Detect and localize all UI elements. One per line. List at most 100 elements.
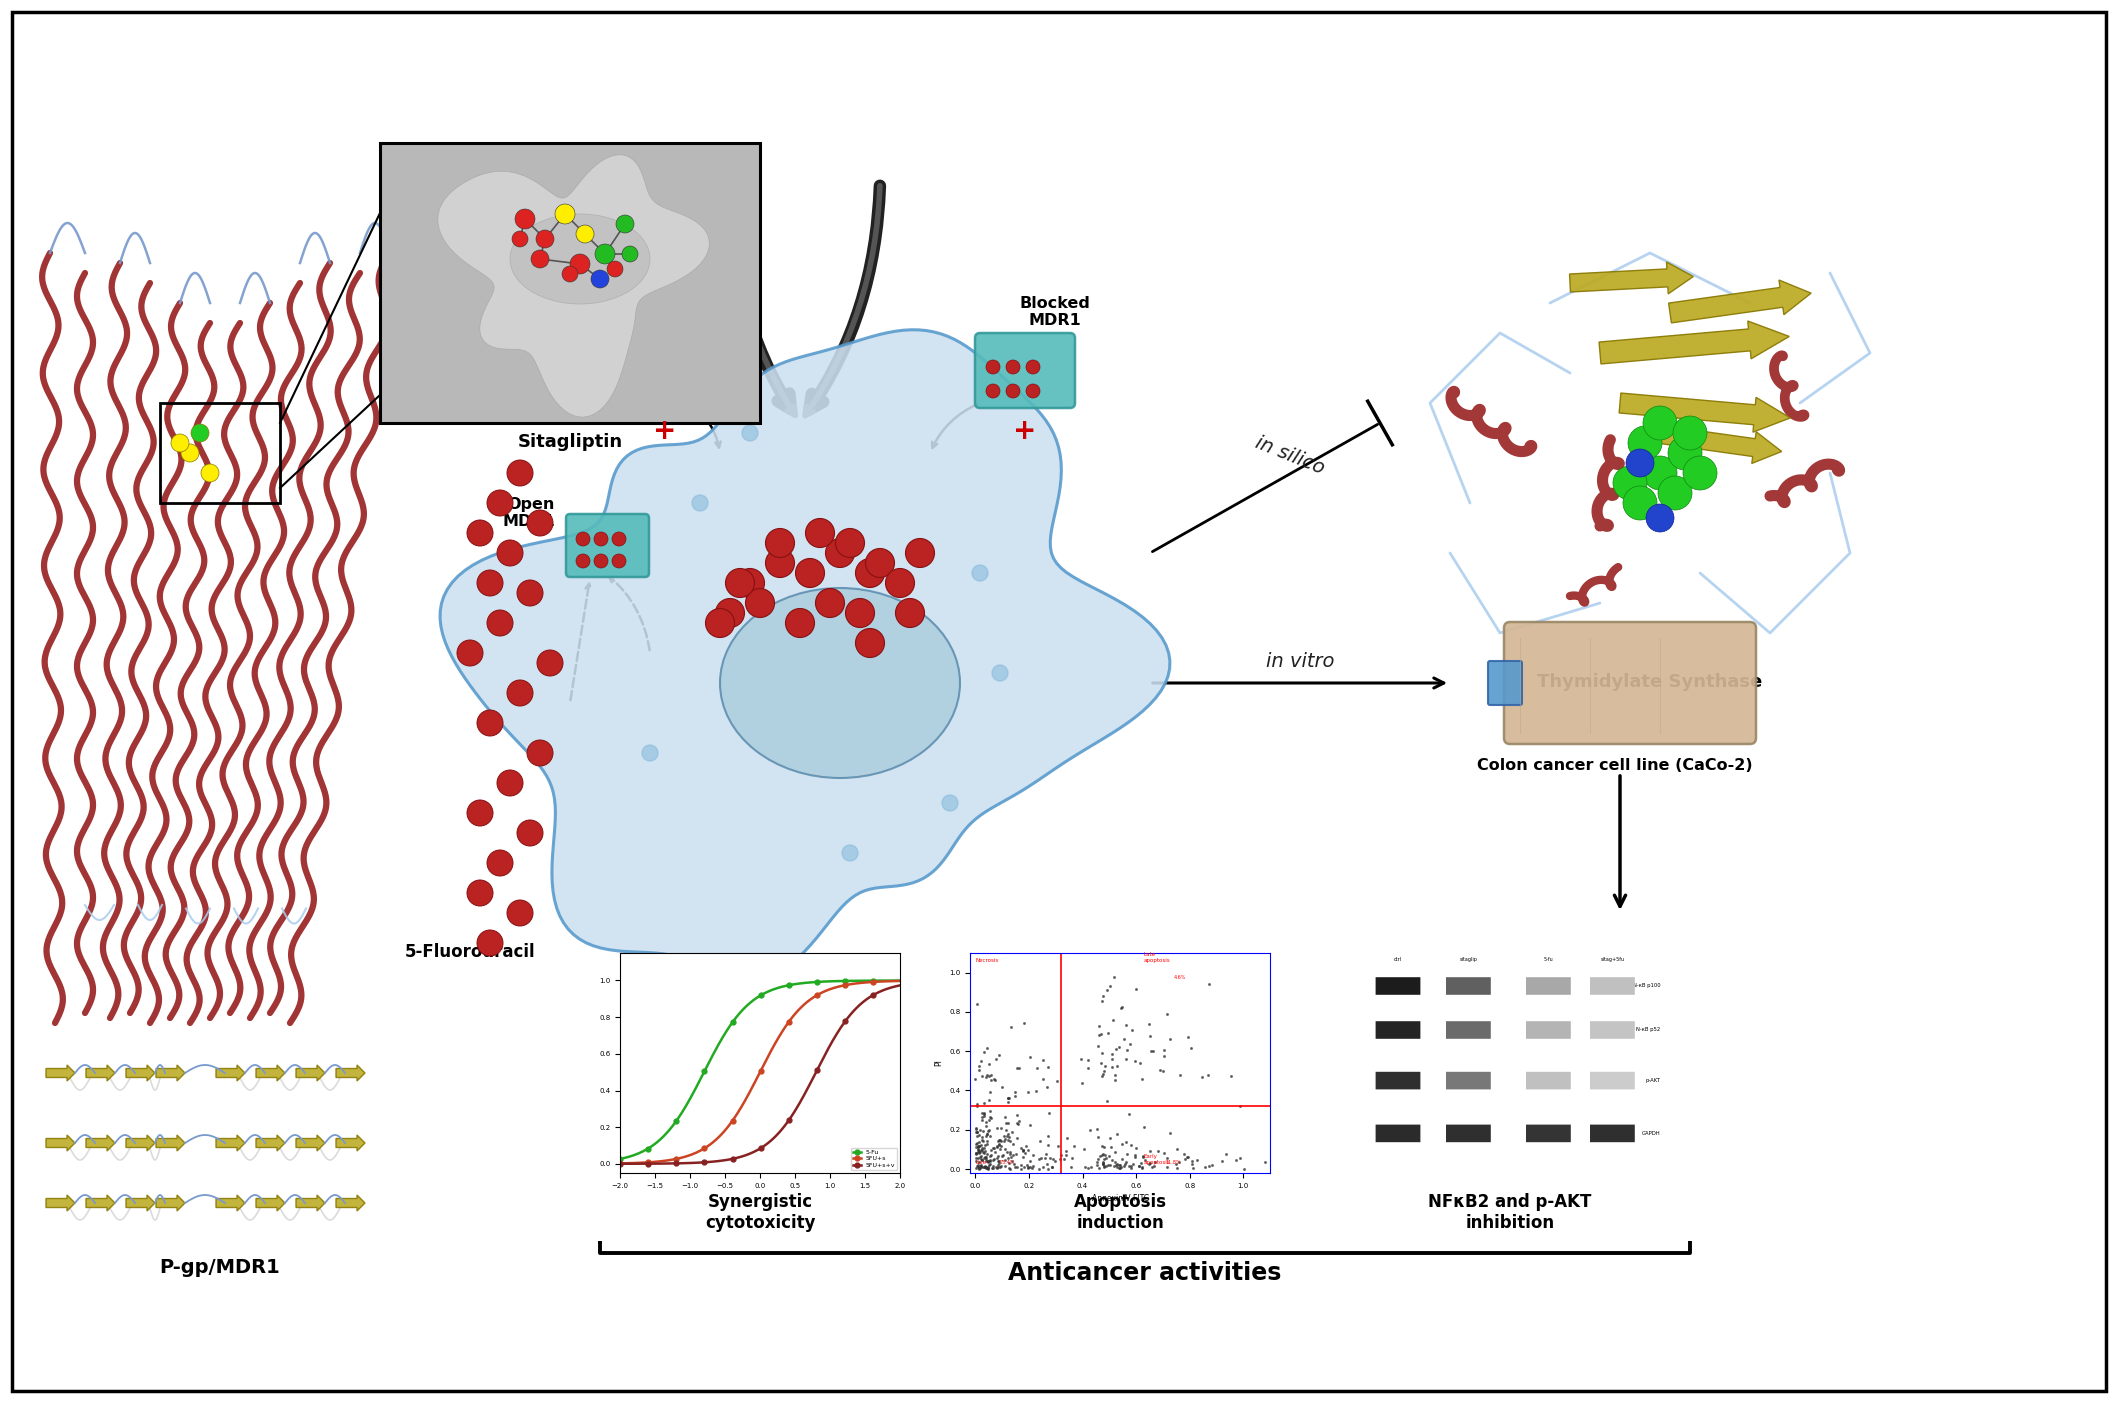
Text: Anticancer activities: Anticancer activities xyxy=(1008,1261,1281,1285)
FancyArrow shape xyxy=(1669,281,1811,323)
Circle shape xyxy=(616,215,633,233)
Circle shape xyxy=(1622,485,1656,521)
FancyBboxPatch shape xyxy=(13,13,2105,1390)
Circle shape xyxy=(1673,417,1707,450)
Circle shape xyxy=(796,558,824,588)
FancyArrow shape xyxy=(337,1135,364,1150)
FancyArrow shape xyxy=(1648,424,1781,463)
Text: Colon cancer cell line (CaCo-2): Colon cancer cell line (CaCo-2) xyxy=(1476,758,1754,773)
FancyArrow shape xyxy=(216,1065,246,1080)
Circle shape xyxy=(866,549,894,578)
FancyBboxPatch shape xyxy=(1504,622,1756,744)
Circle shape xyxy=(498,770,523,796)
FancyBboxPatch shape xyxy=(566,513,648,577)
Circle shape xyxy=(1006,384,1021,398)
Circle shape xyxy=(845,599,875,627)
Circle shape xyxy=(741,425,758,441)
FancyArrow shape xyxy=(47,1135,74,1150)
Circle shape xyxy=(627,361,640,375)
Text: NFκB2 and p-AKT
inhibition: NFκB2 and p-AKT inhibition xyxy=(1428,1193,1593,1232)
FancyArrow shape xyxy=(297,1135,324,1150)
Circle shape xyxy=(591,269,610,288)
Circle shape xyxy=(716,599,746,627)
FancyBboxPatch shape xyxy=(379,143,760,422)
FancyArrow shape xyxy=(47,1195,74,1211)
Circle shape xyxy=(885,568,915,598)
Text: Blocked
MDR1: Blocked MDR1 xyxy=(614,296,686,328)
Text: +: + xyxy=(652,417,676,445)
FancyArrow shape xyxy=(157,1135,184,1150)
Text: Blocked
MDR1: Blocked MDR1 xyxy=(1019,296,1091,328)
Text: Thymidylate Synthase: Thymidylate Synthase xyxy=(1538,673,1762,692)
Circle shape xyxy=(466,880,493,906)
Circle shape xyxy=(735,568,765,598)
FancyArrow shape xyxy=(87,1135,114,1150)
Ellipse shape xyxy=(720,588,959,779)
Circle shape xyxy=(943,796,957,811)
FancyArrow shape xyxy=(1618,393,1790,432)
FancyArrow shape xyxy=(87,1065,114,1080)
Circle shape xyxy=(1629,427,1663,460)
Circle shape xyxy=(612,532,627,546)
Circle shape xyxy=(527,511,553,536)
Circle shape xyxy=(570,254,591,274)
Circle shape xyxy=(172,434,189,452)
Polygon shape xyxy=(441,330,1169,979)
Circle shape xyxy=(477,930,502,955)
Circle shape xyxy=(665,361,680,375)
Circle shape xyxy=(487,490,513,516)
Circle shape xyxy=(466,521,493,546)
Circle shape xyxy=(477,710,502,737)
Circle shape xyxy=(627,384,640,398)
Circle shape xyxy=(726,568,754,598)
Circle shape xyxy=(987,384,1000,398)
FancyArrow shape xyxy=(1569,262,1692,293)
FancyBboxPatch shape xyxy=(974,333,1076,408)
Circle shape xyxy=(612,554,627,568)
Circle shape xyxy=(506,460,534,485)
Circle shape xyxy=(513,231,527,247)
Circle shape xyxy=(593,554,608,568)
Circle shape xyxy=(805,519,834,547)
Circle shape xyxy=(515,209,536,229)
Circle shape xyxy=(532,250,549,268)
FancyArrow shape xyxy=(125,1065,155,1080)
Text: Open
MDR1: Open MDR1 xyxy=(502,497,555,529)
Circle shape xyxy=(595,244,614,264)
Circle shape xyxy=(972,565,987,581)
Circle shape xyxy=(1684,456,1718,490)
Circle shape xyxy=(457,640,483,666)
Polygon shape xyxy=(438,154,710,417)
Circle shape xyxy=(593,532,608,546)
Circle shape xyxy=(826,539,854,567)
Circle shape xyxy=(843,845,858,861)
Circle shape xyxy=(856,558,885,588)
Circle shape xyxy=(1658,476,1692,511)
Circle shape xyxy=(907,539,934,567)
Circle shape xyxy=(487,610,513,636)
FancyArrow shape xyxy=(297,1065,324,1080)
FancyBboxPatch shape xyxy=(614,333,716,408)
Circle shape xyxy=(623,246,638,262)
Circle shape xyxy=(576,224,593,243)
FancyArrow shape xyxy=(157,1065,184,1080)
FancyArrow shape xyxy=(216,1195,246,1211)
FancyArrow shape xyxy=(87,1195,114,1211)
Circle shape xyxy=(536,230,555,248)
Circle shape xyxy=(466,800,493,826)
FancyArrow shape xyxy=(216,1135,246,1150)
Circle shape xyxy=(991,665,1008,680)
Circle shape xyxy=(693,495,707,511)
Circle shape xyxy=(576,532,591,546)
FancyArrow shape xyxy=(125,1135,155,1150)
Circle shape xyxy=(201,464,218,483)
Circle shape xyxy=(786,609,815,637)
Circle shape xyxy=(815,588,845,617)
Circle shape xyxy=(1006,361,1021,375)
Text: in vitro: in vitro xyxy=(1267,652,1334,671)
FancyArrow shape xyxy=(125,1195,155,1211)
Circle shape xyxy=(517,579,542,606)
Circle shape xyxy=(555,203,574,224)
Circle shape xyxy=(834,529,864,557)
Text: Synergistic
cytotoxicity: Synergistic cytotoxicity xyxy=(705,1193,815,1232)
